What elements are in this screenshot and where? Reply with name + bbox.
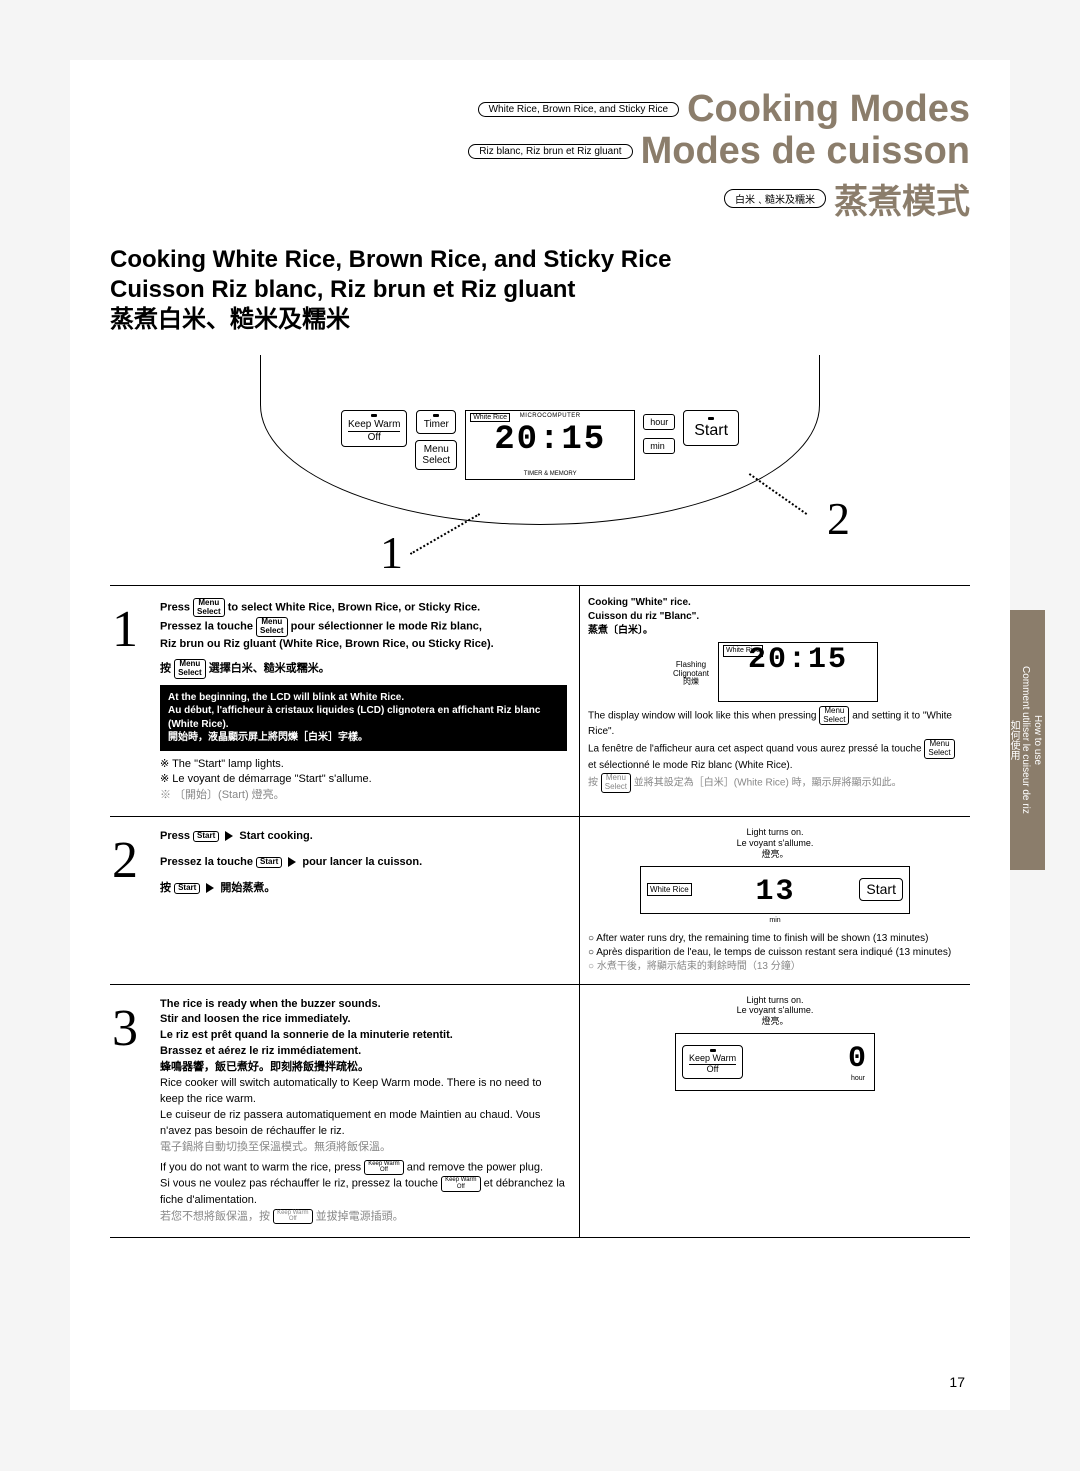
- callout-num-2: 2: [827, 492, 850, 545]
- step-3-row: 3 The rice is ready when the buzzer soun…: [110, 985, 970, 1239]
- menu-select-icon: Menu Select: [193, 598, 225, 618]
- pill-fr: Riz blanc, Riz brun et Riz gluant: [468, 144, 632, 159]
- arrow-icon: [206, 883, 214, 893]
- title-en: Cooking Modes: [687, 90, 970, 130]
- menu-select-icon: Menu Select: [819, 706, 849, 726]
- mini-panel-step3: Keep Warm Off 0 hour: [675, 1033, 875, 1091]
- step-2-number: 2: [112, 823, 138, 898]
- subhead-fr: Cuisson Riz blanc, Riz brun et Riz gluan…: [110, 275, 970, 305]
- step-2-row: 2 Press Start Start cooking. Pressez la …: [110, 817, 970, 984]
- min-button: min: [643, 438, 675, 454]
- callout-line-1: [410, 513, 480, 555]
- menu-select-icon: Menu Select: [256, 617, 288, 637]
- menu-select-button: Menu Select: [415, 440, 457, 470]
- start-icon: Start: [193, 831, 219, 842]
- side-tab-fr: Comment utiliser le cuiseur de riz: [1019, 618, 1031, 862]
- note-box: At the beginning, the LCD will blink at …: [160, 685, 567, 751]
- step-1-row: 1 Press Menu Select to select White Rice…: [110, 586, 970, 818]
- white-rice-indicator: White Rice: [470, 413, 510, 422]
- side-tab: How to use Comment utiliser le cuiseur d…: [1010, 610, 1045, 870]
- pill-en: White Rice, Brown Rice, and Sticky Rice: [478, 102, 680, 117]
- callout-num-1: 1: [380, 526, 403, 579]
- mini-lcd-step1: White Rice 20:15 Flashing Clignotant 閃爍: [718, 642, 878, 702]
- steps-table: 1 Press Menu Select to select White Rice…: [110, 585, 970, 1238]
- control-panel-diagram: Keep Warm Off Timer Menu Select MICROCOM…: [260, 355, 820, 555]
- arrow-icon: [225, 831, 233, 841]
- side-tab-en: How to use: [1031, 618, 1043, 862]
- start-icon: Start: [174, 883, 200, 894]
- timer-button: Timer: [416, 410, 456, 434]
- keep-warm-off-button-mini: Keep Warm Off: [682, 1045, 743, 1079]
- page-header: White Rice, Brown Rice, and Sticky Rice …: [70, 60, 1010, 235]
- page-number: 17: [949, 1374, 965, 1390]
- step-3-number: 3: [112, 991, 138, 1066]
- start-button-mini: Start: [859, 878, 903, 901]
- keep-warm-off-icon: Keep Warm Off: [364, 1160, 403, 1175]
- side-tab-zh: 如何使用: [1007, 618, 1019, 862]
- keep-warm-off-button: Keep Warm Off: [341, 410, 407, 447]
- hour-button: hour: [643, 414, 675, 430]
- mini-panel-step2: White Rice 13 Start: [640, 866, 910, 914]
- start-icon: Start: [256, 857, 282, 868]
- step-1-number: 1: [112, 592, 138, 667]
- pill-zh: 白米﹑糙米及糯米: [724, 189, 826, 208]
- menu-select-icon: Menu Select: [924, 739, 954, 759]
- title-zh: 蒸煮模式: [834, 174, 970, 223]
- arrow-icon: [288, 857, 296, 867]
- subhead-en: Cooking White Rice, Brown Rice, and Stic…: [110, 245, 970, 275]
- keep-warm-off-icon: Keep Warm Off: [441, 1176, 480, 1191]
- subhead-zh: 蒸煮白米、糙米及糯米: [110, 305, 970, 335]
- start-button: Start: [683, 410, 739, 447]
- title-fr: Modes de cuisson: [641, 132, 970, 172]
- menu-select-icon: Menu Select: [174, 659, 206, 679]
- callout-line-2: [749, 473, 807, 515]
- menu-select-icon: Menu Select: [601, 773, 631, 793]
- subheading: Cooking White Rice, Brown Rice, and Stic…: [70, 235, 1010, 335]
- lcd-digits: 20:15: [468, 423, 632, 457]
- keep-warm-off-icon: Keep Warm Off: [273, 1209, 312, 1224]
- lcd-display: MICROCOMPUTER White Rice 20:15 TIMER & M…: [465, 410, 635, 480]
